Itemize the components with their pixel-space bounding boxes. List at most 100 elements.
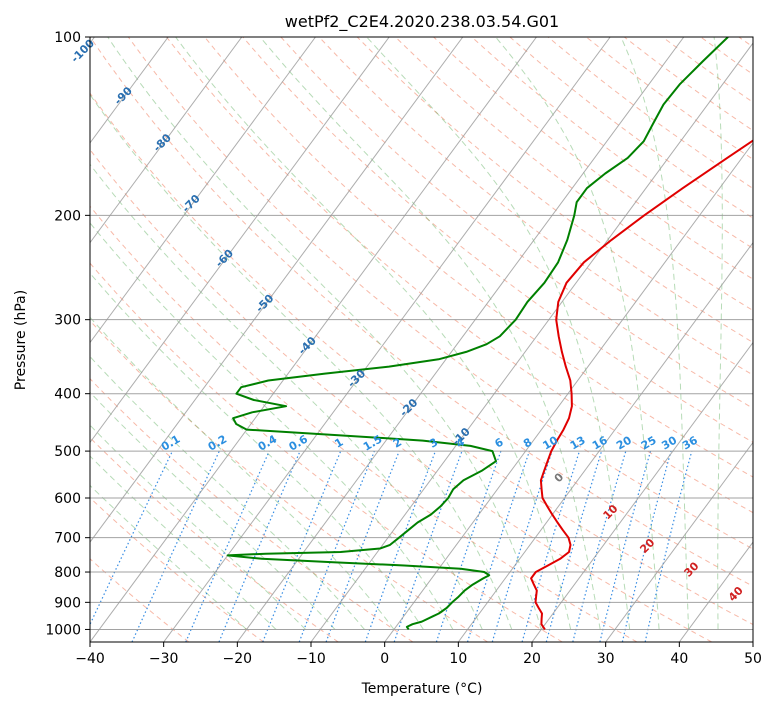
mixing-ratio-label: 25 <box>639 434 659 453</box>
plot-frame <box>89 36 754 643</box>
mixing-ratio-line <box>90 450 173 626</box>
dry-adiabat-line <box>662 37 753 103</box>
moist-adiabat-line <box>90 163 483 630</box>
moist-adiabat-line <box>713 37 723 630</box>
dry-adiabat-line <box>90 92 753 626</box>
dry-adiabat-line <box>204 37 753 478</box>
mixing-ratio-label: 0.1 <box>159 433 182 454</box>
moist-adiabat-line <box>259 37 601 630</box>
dry-adiabat-line <box>242 37 753 443</box>
dry-adiabat-line <box>90 37 753 587</box>
moist-adiabat-label: 10 <box>601 502 621 522</box>
moist-adiabat-label: 20 <box>637 536 657 556</box>
isotherm-line <box>457 241 753 642</box>
isotherm-line <box>90 37 169 144</box>
moist-adiabat-line <box>620 37 690 630</box>
isotherm-line <box>90 37 316 344</box>
y-tick-label: 300 <box>54 313 81 329</box>
mixing-ratio-label: 16 <box>590 433 610 452</box>
mixing-ratio-label: 1 <box>332 436 345 451</box>
isotherm-label: -80 <box>151 131 174 154</box>
y-tick-label: 1000 <box>45 622 81 638</box>
dry-adiabat-line <box>471 37 753 249</box>
x-tick-label: 10 <box>449 651 467 667</box>
mixing-ratio-line <box>491 450 553 642</box>
mixing-ratio-line <box>325 450 400 642</box>
mixing-ratio-label: 0.4 <box>256 432 280 453</box>
moist-adiabat-line <box>90 316 395 630</box>
mixing-ratio-line <box>599 450 652 642</box>
isotherm-label: -70 <box>180 192 203 215</box>
dewpoint-line <box>226 37 729 630</box>
mixing-ratio-line <box>262 450 342 642</box>
x-tick-label: 30 <box>597 651 615 667</box>
isotherm-line <box>163 37 611 642</box>
isotherm-line <box>90 37 464 543</box>
y-axis-title: Pressure (hPa) <box>13 290 29 390</box>
moist-adiabat-label: 30 <box>682 559 702 579</box>
dry-adiabat-line <box>90 377 414 642</box>
dry-adiabat-line <box>90 496 264 642</box>
dry-adiabat-line <box>90 319 488 642</box>
x-tick-label: 50 <box>744 651 762 667</box>
mixing-ratio-line <box>364 450 436 642</box>
moist-adiabat-line <box>90 222 454 630</box>
chart-title: wetPf2_C2E4.2020.238.03.54.G01 <box>285 12 559 32</box>
dry-adiabat-line <box>356 37 753 344</box>
mixing-ratio-label: 6 <box>493 435 506 450</box>
mixing-ratio-line <box>521 450 581 642</box>
isotherm-line <box>90 37 390 444</box>
dry-adiabat-line <box>318 37 753 376</box>
mixing-ratio-label: 1.5 <box>361 433 384 454</box>
x-tick-label: −40 <box>75 651 105 667</box>
isotherm-line <box>236 37 685 642</box>
moist-adiabat-line <box>90 484 247 630</box>
y-tick-label: 600 <box>54 491 81 507</box>
x-tick-label: 20 <box>523 651 541 667</box>
temperature-line <box>530 139 753 630</box>
mixing-ratio-label: 10 <box>541 433 561 452</box>
dry-adiabat-line <box>166 37 753 514</box>
moist-adiabat-line <box>90 93 513 630</box>
x-tick-label: −20 <box>223 651 253 667</box>
dry-adiabat-line <box>90 436 339 642</box>
y-tick-label: 400 <box>54 387 81 403</box>
isotherm-line <box>90 37 243 244</box>
isotherm-label: -90 <box>112 84 135 107</box>
isotherm-line <box>310 42 753 642</box>
dry-adiabat-line <box>547 37 753 190</box>
moist-adiabat-label: 40 <box>726 584 746 604</box>
mixing-ratio-line <box>545 450 603 642</box>
dry-adiabat-line <box>90 148 712 642</box>
moist-adiabat-line <box>90 272 424 630</box>
moist-adiabat-line <box>90 391 336 630</box>
y-tick-label: 200 <box>54 208 81 224</box>
isotherm-label: -50 <box>253 292 276 315</box>
y-tick-label: 700 <box>54 531 81 547</box>
x-tick-label: 40 <box>670 651 688 667</box>
moist-adiabat-line <box>90 455 277 630</box>
x-tick-label: −10 <box>296 651 326 667</box>
isotherm-line <box>90 37 537 642</box>
mixing-ratio-line <box>298 450 375 642</box>
isotherm-label: -60 <box>213 246 236 269</box>
mixing-ratio-line <box>218 450 301 642</box>
dry-adiabat-line <box>433 37 753 280</box>
mixing-ratio-line <box>466 450 530 642</box>
x-axis-title: Temperature (°C) <box>361 681 483 697</box>
moist-adiabat-line <box>366 37 631 630</box>
isotherm-line <box>531 341 753 642</box>
y-tick-label: 500 <box>54 444 81 460</box>
mixing-ratio-label: 0.2 <box>206 433 229 454</box>
dry-adiabat-line <box>90 205 638 642</box>
dry-adiabat-line <box>395 37 753 312</box>
x-tick-label: −30 <box>149 651 179 667</box>
mixing-ratio-line <box>621 450 672 642</box>
dry-adiabat-line <box>700 37 753 76</box>
moist-adiabat-line <box>90 424 306 630</box>
mixing-ratio-line <box>572 450 627 642</box>
isotherm-line <box>678 541 753 642</box>
y-tick-label: 800 <box>54 565 81 581</box>
isotherm-line <box>384 142 753 642</box>
